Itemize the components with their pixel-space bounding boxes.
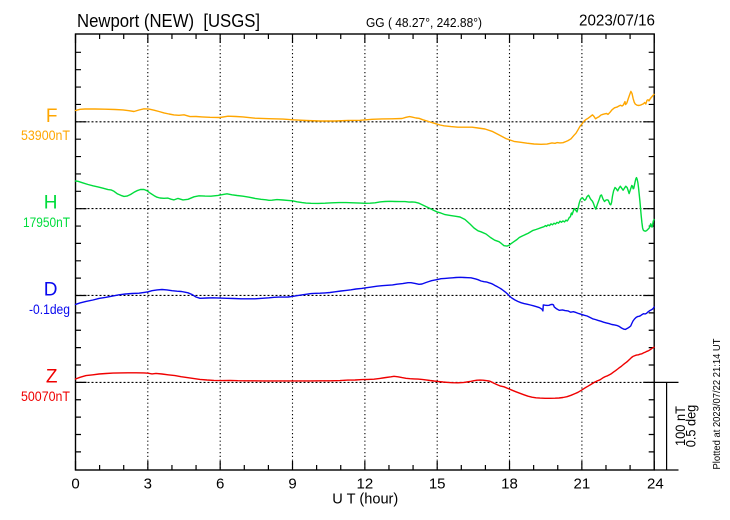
svg-text:0.5 deg: 0.5 deg (684, 405, 699, 448)
svg-text:24: 24 (647, 475, 664, 492)
svg-text:12: 12 (357, 475, 374, 492)
svg-text:0: 0 (71, 475, 79, 492)
svg-text:21: 21 (574, 475, 591, 492)
svg-text:9: 9 (288, 475, 296, 492)
svg-text:18: 18 (501, 475, 518, 492)
svg-text:D: D (44, 279, 58, 300)
svg-text:Newport (NEW) [USGS]: Newport (NEW) [USGS] (77, 10, 260, 31)
svg-text:53900nT: 53900nT (21, 127, 70, 143)
svg-text:100 nT: 100 nT (673, 406, 688, 446)
svg-text:F: F (46, 106, 58, 127)
svg-text:17950nT: 17950nT (23, 214, 70, 230)
svg-text:U T (hour): U T (hour) (332, 491, 398, 508)
svg-text:2023/07/16: 2023/07/16 (579, 13, 655, 30)
svg-text:3: 3 (144, 475, 152, 492)
svg-text:GG ( 48.27°, 242.88°): GG ( 48.27°, 242.88°) (366, 15, 482, 30)
svg-text:Z: Z (46, 366, 58, 387)
svg-text:15: 15 (429, 475, 446, 492)
svg-text:50070nT: 50070nT (21, 388, 70, 404)
svg-text:6: 6 (216, 475, 224, 492)
svg-text:Plotted at 2023/07/22 21:14 UT: Plotted at 2023/07/22 21:14 UT (712, 339, 723, 470)
svg-text:H: H (44, 193, 58, 214)
svg-text:-0.1deg: -0.1deg (29, 301, 70, 317)
